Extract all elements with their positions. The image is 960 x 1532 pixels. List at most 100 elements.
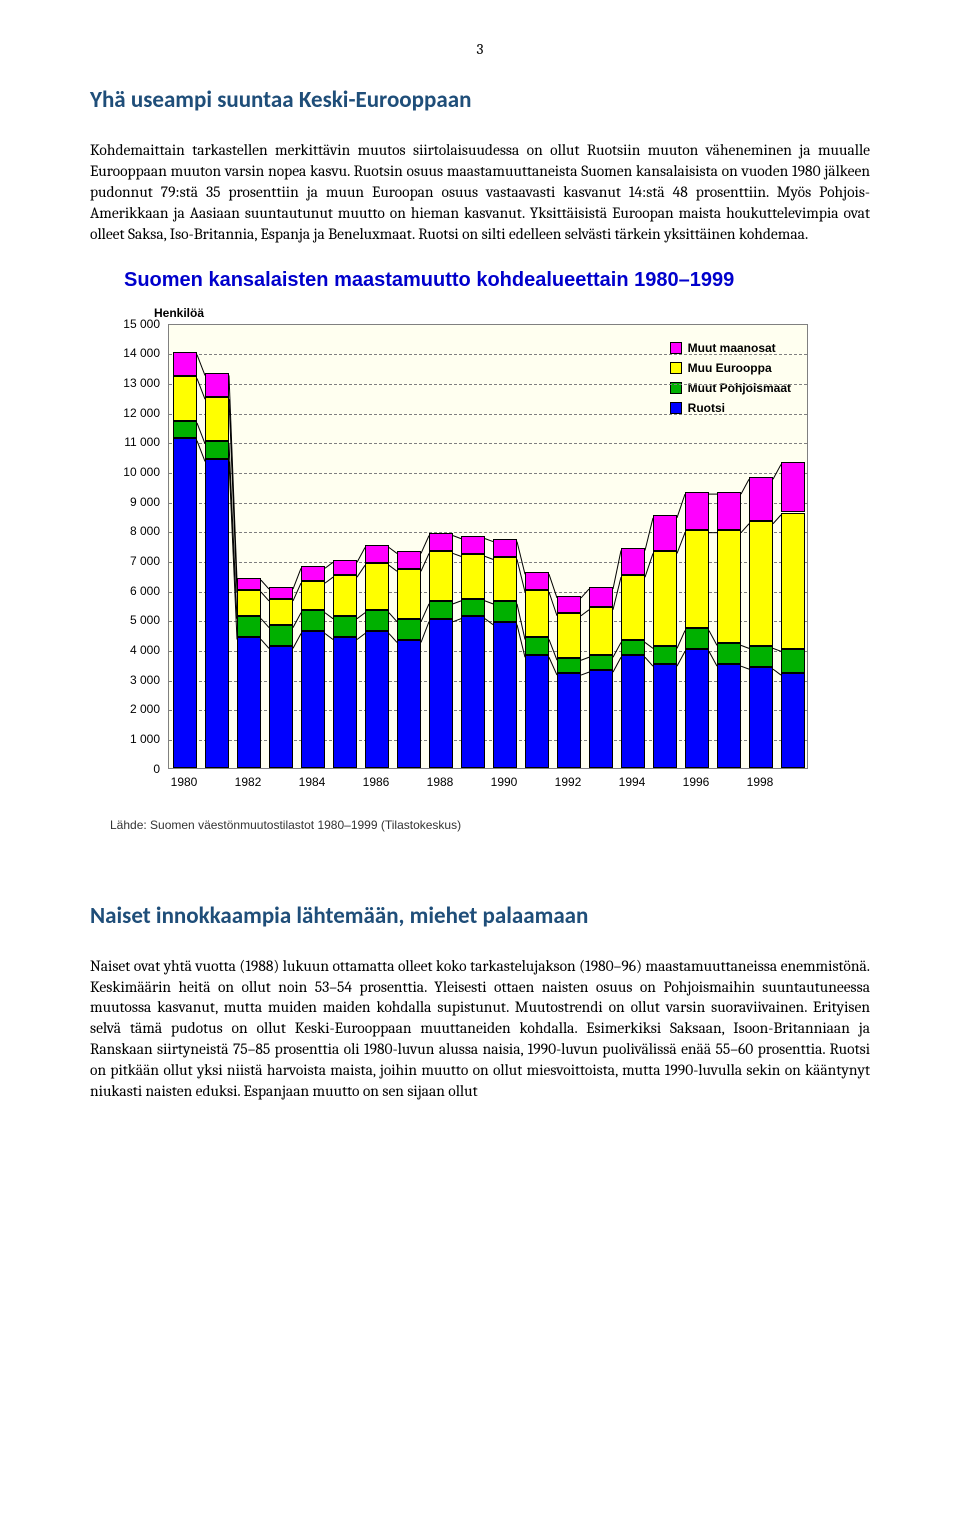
gridline (169, 473, 807, 474)
bar-segment-ruotsi (365, 631, 389, 767)
bar-segment-ruotsi (301, 631, 325, 767)
bar-segment-muut_maanosat (685, 492, 709, 531)
bar-segment-ruotsi (525, 655, 549, 768)
gridline (169, 562, 807, 563)
legend-label: Muut Pohjoismaat (688, 381, 791, 395)
bar-segment-ruotsi (237, 637, 261, 768)
bar-segment-muut_pohjoismaat (429, 601, 453, 619)
bar-segment-muut_pohjoismaat (717, 643, 741, 664)
gridline (169, 651, 807, 652)
bar-segment-ruotsi (205, 459, 229, 768)
bar-segment-muut_maanosat (749, 477, 773, 522)
bar-segment-muut_pohjoismaat (333, 616, 357, 637)
bar-segment-muu_eurooppa (749, 521, 773, 646)
bar-segment-muut_pohjoismaat (653, 646, 677, 664)
x-tick-label: 1994 (619, 775, 646, 804)
y-tick-label: 11 000 (110, 435, 160, 449)
y-tick-label: 12 000 (110, 406, 160, 420)
bar-segment-muu_eurooppa (781, 513, 805, 649)
x-tick-label: 1990 (491, 775, 518, 804)
bar-segment-ruotsi (589, 670, 613, 768)
bar-segment-muut_pohjoismaat (301, 610, 325, 631)
x-tick-label: 1988 (427, 775, 454, 804)
bar-segment-muut_maanosat (333, 560, 357, 575)
bar-segment-ruotsi (781, 673, 805, 768)
x-tick-label: 1996 (683, 775, 710, 804)
bar-segment-muut_maanosat (717, 492, 741, 531)
y-tick-label: 15 000 (110, 317, 160, 331)
chart-source: Lähde: Suomen väestönmuutostilastot 1980… (90, 818, 870, 832)
bar-segment-muu_eurooppa (653, 551, 677, 646)
bar-segment-ruotsi (269, 646, 293, 768)
bar-segment-muut_pohjoismaat (525, 637, 549, 655)
bar-segment-muut_pohjoismaat (557, 658, 581, 673)
gridline (169, 384, 807, 385)
y-tick-label: 8 000 (110, 524, 160, 538)
chart-box: Muut maanosatMuu EurooppaMuut Pohjoismaa… (110, 324, 830, 804)
chart-title: Suomen kansalaisten maastamuutto kohdeal… (90, 269, 870, 292)
bar-segment-muut_maanosat (621, 548, 645, 575)
legend-item: Muut Pohjoismaat (670, 381, 791, 395)
legend-swatch (670, 342, 682, 354)
y-tick-label: 5 000 (110, 613, 160, 627)
bar-segment-muut_maanosat (237, 578, 261, 590)
bar-segment-muut_maanosat (525, 572, 549, 590)
bar-segment-muut_maanosat (781, 462, 805, 512)
bar-segment-ruotsi (621, 655, 645, 768)
bar-segment-muut_pohjoismaat (493, 601, 517, 622)
gridline (169, 592, 807, 593)
bar-segment-muu_eurooppa (493, 557, 517, 602)
bar-segment-muut_maanosat (493, 539, 517, 557)
bar-segment-muu_eurooppa (173, 376, 197, 421)
bar-segment-muut_maanosat (589, 587, 613, 608)
gridline (169, 354, 807, 355)
y-tick-label: 10 000 (110, 465, 160, 479)
bar-segment-ruotsi (557, 673, 581, 768)
bar-segment-muut_maanosat (301, 566, 325, 581)
bar-segment-ruotsi (333, 637, 357, 768)
bar-segment-muut_pohjoismaat (269, 625, 293, 646)
legend-label: Ruotsi (688, 401, 725, 415)
bar-segment-muu_eurooppa (717, 530, 741, 643)
y-tick-label: 2 000 (110, 702, 160, 716)
bar-segment-ruotsi (685, 649, 709, 768)
bar-segment-muu_eurooppa (269, 599, 293, 626)
y-tick-label: 14 000 (110, 346, 160, 360)
bar-segment-muut_maanosat (205, 373, 229, 397)
bar-segment-muut_pohjoismaat (749, 646, 773, 667)
bar-segment-muu_eurooppa (365, 563, 389, 610)
x-tick-label: 1980 (171, 775, 198, 804)
legend-item: Ruotsi (670, 401, 791, 415)
bar-segment-ruotsi (397, 640, 421, 768)
gridline (169, 681, 807, 682)
bar-segment-muut_pohjoismaat (461, 599, 485, 617)
bar-segment-ruotsi (493, 622, 517, 767)
legend-item: Muu Eurooppa (670, 361, 791, 375)
bar-segment-muu_eurooppa (557, 613, 581, 658)
bar-segment-muu_eurooppa (525, 590, 549, 637)
bar-segment-muu_eurooppa (461, 554, 485, 599)
chart-plot: Muut maanosatMuu EurooppaMuut Pohjoismaa… (168, 324, 808, 769)
bar-segment-muut_maanosat (365, 545, 389, 563)
y-tick-label: 7 000 (110, 554, 160, 568)
bar-segment-muut_pohjoismaat (237, 616, 261, 637)
bar-segment-muut_pohjoismaat (173, 421, 197, 439)
legend-label: Muu Eurooppa (688, 361, 772, 375)
section-heading-1: Yhä useampi suuntaa Keski-Eurooppaan (90, 86, 870, 114)
bar-segment-muut_pohjoismaat (589, 655, 613, 670)
bar-segment-muu_eurooppa (589, 607, 613, 654)
x-tick-label: 1992 (555, 775, 582, 804)
gridline (169, 710, 807, 711)
gridline (169, 621, 807, 622)
bar-segment-muut_maanosat (653, 515, 677, 551)
gridline (169, 503, 807, 504)
legend-swatch (670, 362, 682, 374)
y-tick-label: 13 000 (110, 376, 160, 390)
y-tick-label: 9 000 (110, 495, 160, 509)
bar-segment-muut_maanosat (173, 352, 197, 376)
bar-segment-muut_maanosat (269, 587, 293, 599)
bar-segment-muu_eurooppa (333, 575, 357, 617)
bar-segment-muu_eurooppa (301, 581, 325, 611)
bar-segment-muut_maanosat (429, 533, 453, 551)
y-tick-label: 4 000 (110, 643, 160, 657)
